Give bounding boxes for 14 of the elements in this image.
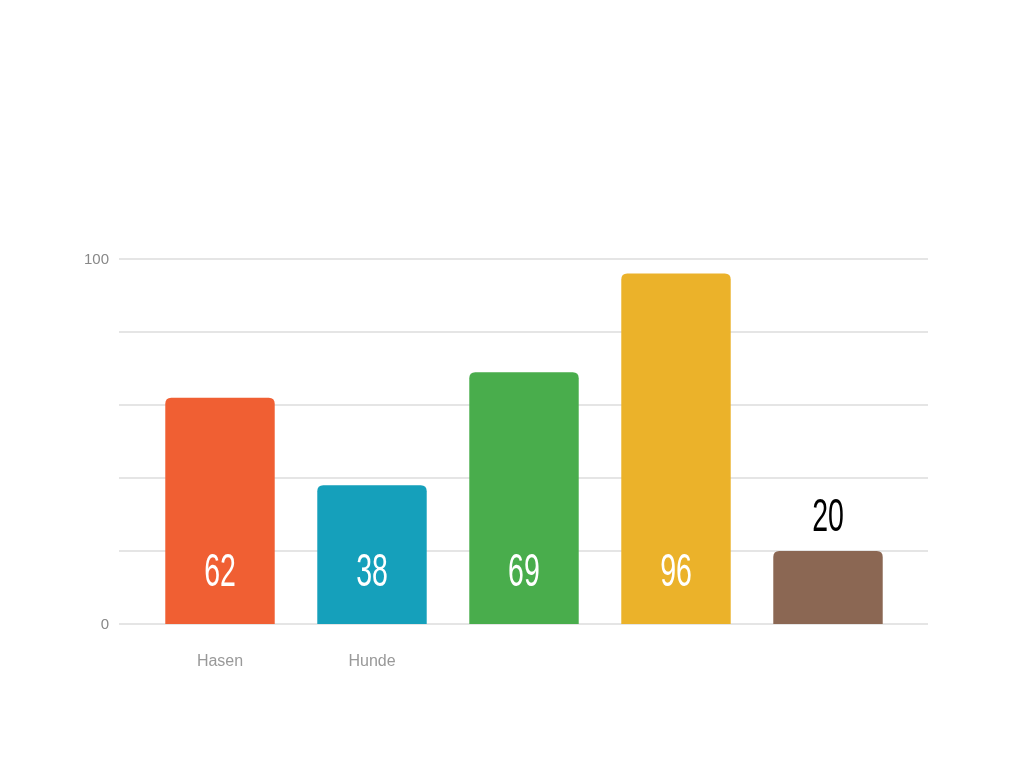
bar — [469, 372, 579, 624]
data-label: 96 — [660, 543, 692, 596]
x-tick-label: Hunde — [348, 652, 396, 669]
x-tick-label: Hasen — [196, 652, 244, 669]
bar — [621, 273, 731, 624]
data-label: 62 — [204, 543, 236, 596]
y-tick-label: 0 — [100, 615, 109, 633]
bar — [317, 485, 427, 624]
bar — [165, 397, 275, 624]
y-tick-label: 100 — [83, 250, 109, 268]
bar — [773, 551, 883, 624]
data-label: 69 — [508, 543, 540, 596]
data-label: 38 — [356, 543, 388, 596]
data-label: 20 — [812, 488, 844, 541]
